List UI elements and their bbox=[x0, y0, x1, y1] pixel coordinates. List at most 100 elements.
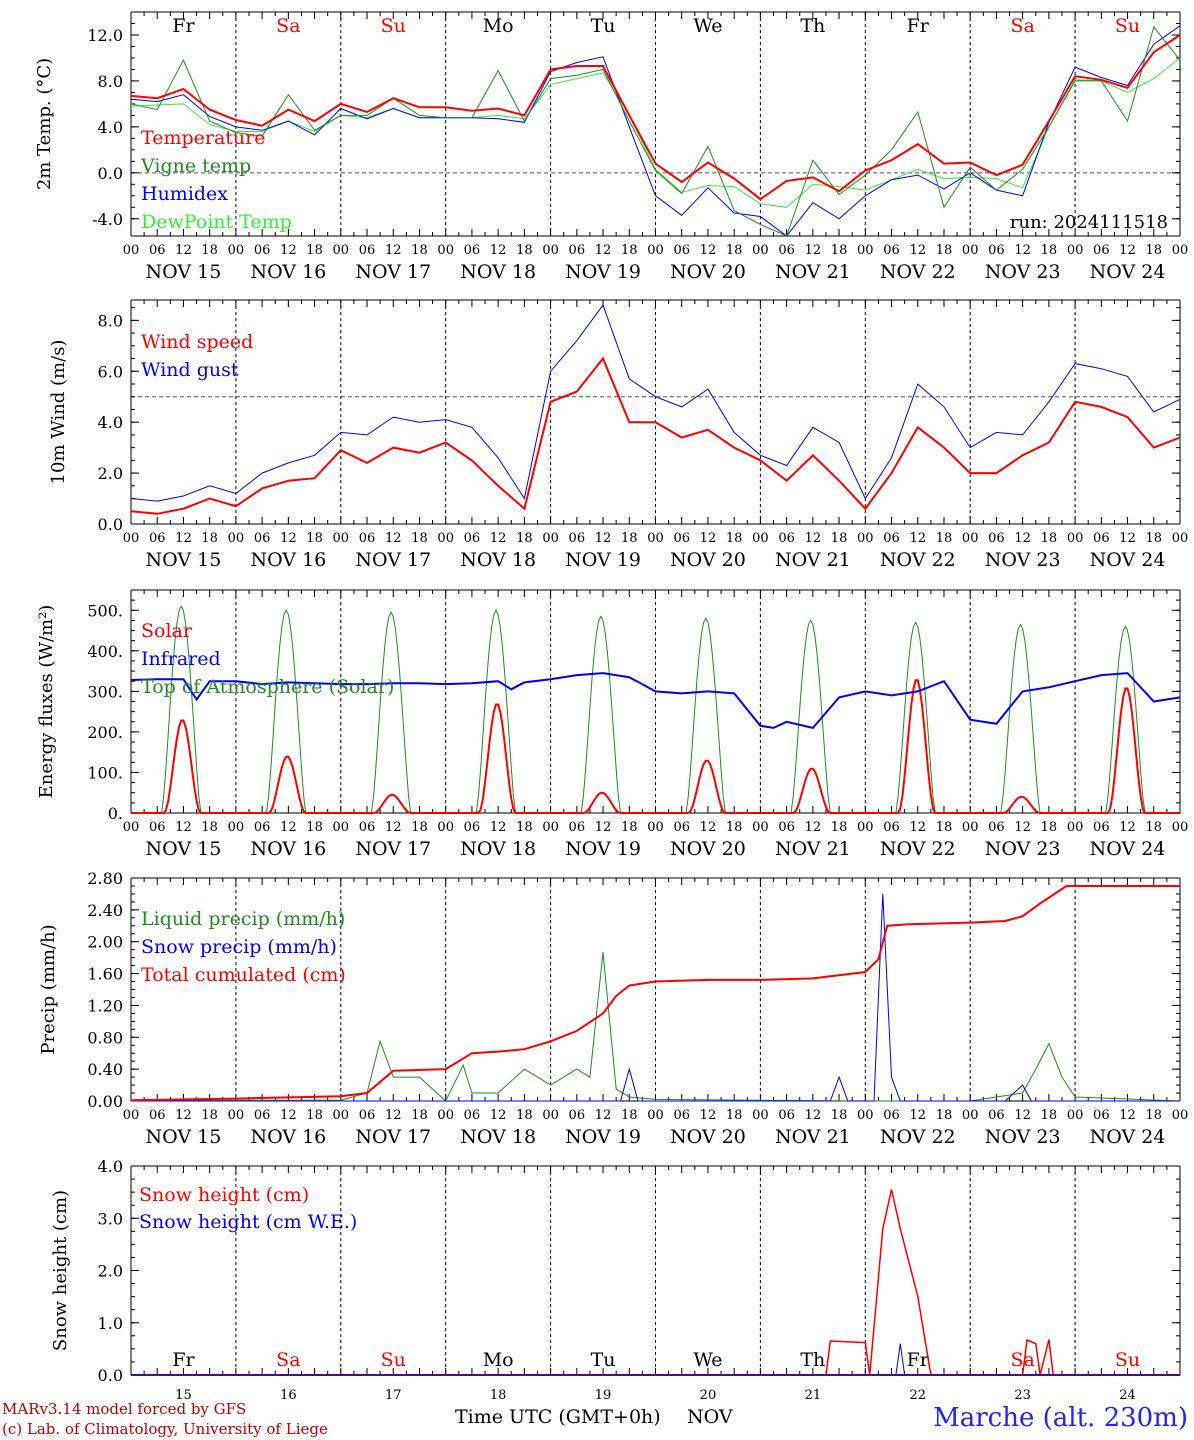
precipitation-panel: 0.00 0.40 0.80 1.20 1.60 2.00 2.40 2.80 Precip (… bbox=[38, 869, 1188, 1148]
date-label: NOV 21 bbox=[775, 549, 851, 571]
x-tick-label: 12 bbox=[909, 1108, 926, 1123]
x-axis-month: NOV bbox=[687, 1406, 733, 1428]
x-tick-label: 06 bbox=[673, 531, 690, 546]
date-label: NOV 16 bbox=[250, 838, 326, 860]
y-tick-label: 1.0 bbox=[98, 1314, 123, 1333]
x-tick-label: 18 bbox=[306, 243, 323, 258]
y-tick-label: 2.00 bbox=[87, 933, 123, 952]
y-tick-label: 1.60 bbox=[87, 965, 123, 984]
x-tick-label: 18 bbox=[726, 820, 743, 835]
y-tick-label: 0.40 bbox=[87, 1060, 123, 1079]
weekday-label: Su bbox=[1115, 1349, 1140, 1371]
x-tick-label: 18 bbox=[1146, 531, 1163, 546]
x-tick-label: 12 bbox=[700, 243, 717, 258]
date-label: NOV 17 bbox=[355, 549, 431, 571]
date-label: NOV 19 bbox=[565, 261, 641, 283]
x-tick-label: 06 bbox=[883, 820, 900, 835]
day-number-label: 22 bbox=[909, 1388, 926, 1403]
x-tick-label: 06 bbox=[1093, 820, 1110, 835]
y-axis-label: Energy fluxes (W/m²) bbox=[36, 605, 57, 799]
legend-entry: Liquid precip (mm/h) bbox=[141, 908, 345, 930]
series-infrared bbox=[130, 672, 1181, 730]
x-tick-label: 00 bbox=[333, 820, 350, 835]
y-tick-label: 4.0 bbox=[98, 413, 123, 432]
x-tick-label: 18 bbox=[621, 1108, 638, 1123]
x-tick-label: 06 bbox=[464, 531, 481, 546]
date-label: NOV 20 bbox=[670, 549, 746, 571]
x-tick-label: 18 bbox=[1146, 820, 1163, 835]
y-tick-label: 3.0 bbox=[98, 1209, 123, 1228]
x-tick-label: 18 bbox=[831, 531, 848, 546]
x-tick-label: 06 bbox=[359, 1108, 376, 1123]
x-tick-label: 12 bbox=[805, 243, 822, 258]
x-tick-label: 18 bbox=[936, 1108, 953, 1123]
weekday-label: Su bbox=[1115, 15, 1140, 37]
x-tick-label: 12 bbox=[700, 1108, 717, 1123]
x-tick-label: 00 bbox=[752, 243, 769, 258]
wind-panel: 0.0 2.0 4.0 6.0 8.0 10m Wind (m/s) 00 06 12 18 00 0… bbox=[48, 299, 1188, 571]
x-tick-label: 12 bbox=[1014, 531, 1031, 546]
legend-entry: Vigne temp bbox=[140, 155, 251, 177]
weekday-label: Tu bbox=[591, 1349, 616, 1371]
weekday-label: Th bbox=[800, 1349, 825, 1371]
series-dewpoint-temp bbox=[130, 57, 1181, 208]
date-label: NOV 18 bbox=[460, 1126, 536, 1148]
y-axis-label: 10m Wind (m/s) bbox=[48, 340, 69, 485]
x-tick-label: 06 bbox=[254, 1108, 271, 1123]
legend-entry: Wind gust bbox=[141, 359, 239, 381]
weekday-label: Tu bbox=[591, 15, 616, 37]
x-tick-label: 00 bbox=[1172, 243, 1189, 258]
x-tick-label: 06 bbox=[1093, 1108, 1110, 1123]
x-tick-label: 18 bbox=[516, 820, 533, 835]
date-label: NOV 20 bbox=[670, 1126, 746, 1148]
y-tick-label: 0.00 bbox=[87, 1092, 123, 1111]
x-tick-label: 00 bbox=[962, 820, 979, 835]
weekday-label: We bbox=[693, 1349, 722, 1371]
x-tick-label: 00 bbox=[752, 1108, 769, 1123]
date-label: NOV 20 bbox=[670, 261, 746, 283]
x-tick-label: 12 bbox=[280, 820, 297, 835]
x-tick-label: 18 bbox=[516, 243, 533, 258]
x-tick-label: 18 bbox=[411, 1108, 428, 1123]
x-tick-label: 00 bbox=[333, 531, 350, 546]
x-tick-label: 00 bbox=[962, 243, 979, 258]
x-tick-label: 06 bbox=[988, 243, 1005, 258]
legend-entry: Snow precip (mm/h) bbox=[141, 936, 337, 958]
x-tick-label: 12 bbox=[280, 1108, 297, 1123]
y-tick-label: 300. bbox=[87, 682, 123, 701]
date-label: NOV 24 bbox=[1090, 1126, 1166, 1148]
x-tick-label: 12 bbox=[280, 243, 297, 258]
x-tick-label: 18 bbox=[726, 1108, 743, 1123]
y-axis-label: 2m Temp. (°C) bbox=[34, 58, 55, 190]
x-tick-label: 00 bbox=[542, 243, 559, 258]
day-number-label: 24 bbox=[1119, 1388, 1136, 1403]
x-tick-label: 18 bbox=[1146, 243, 1163, 258]
footer-model: MARv3.14 model forced by GFS bbox=[2, 1400, 246, 1418]
snow-height-panel: 0.0 1.0 2.0 3.0 4.0 Snow height (cm) Fr Sa Su Mo T… bbox=[50, 1157, 1181, 1403]
x-tick-label: 18 bbox=[936, 820, 953, 835]
x-tick-label: 18 bbox=[306, 1108, 323, 1123]
weekday-label: Sa bbox=[276, 15, 300, 37]
legend-entry: Solar bbox=[141, 620, 193, 642]
weekday-label: Su bbox=[381, 1349, 406, 1371]
x-tick-label: 00 bbox=[647, 820, 664, 835]
x-tick-label: 00 bbox=[962, 531, 979, 546]
x-tick-label: 12 bbox=[805, 531, 822, 546]
x-tick-label: 12 bbox=[1119, 820, 1136, 835]
y-tick-label: 4.0 bbox=[98, 118, 123, 137]
weekday-label: Sa bbox=[276, 1349, 300, 1371]
y-tick-label: 2.0 bbox=[98, 1262, 123, 1281]
day-number-label: 15 bbox=[175, 1388, 192, 1403]
date-label: NOV 19 bbox=[565, 838, 641, 860]
date-label: NOV 22 bbox=[880, 261, 956, 283]
x-tick-label: 18 bbox=[831, 243, 848, 258]
y-tick-label: 400. bbox=[87, 642, 123, 661]
x-tick-label: 12 bbox=[490, 820, 507, 835]
series-total-cumulated bbox=[130, 885, 1180, 1102]
date-label: NOV 22 bbox=[880, 1126, 956, 1148]
weekday-label: We bbox=[693, 15, 722, 37]
x-tick-label: 12 bbox=[175, 820, 192, 835]
series-wind-speed bbox=[130, 356, 1181, 515]
x-tick-label: 18 bbox=[726, 243, 743, 258]
x-tick-label: 06 bbox=[569, 820, 586, 835]
